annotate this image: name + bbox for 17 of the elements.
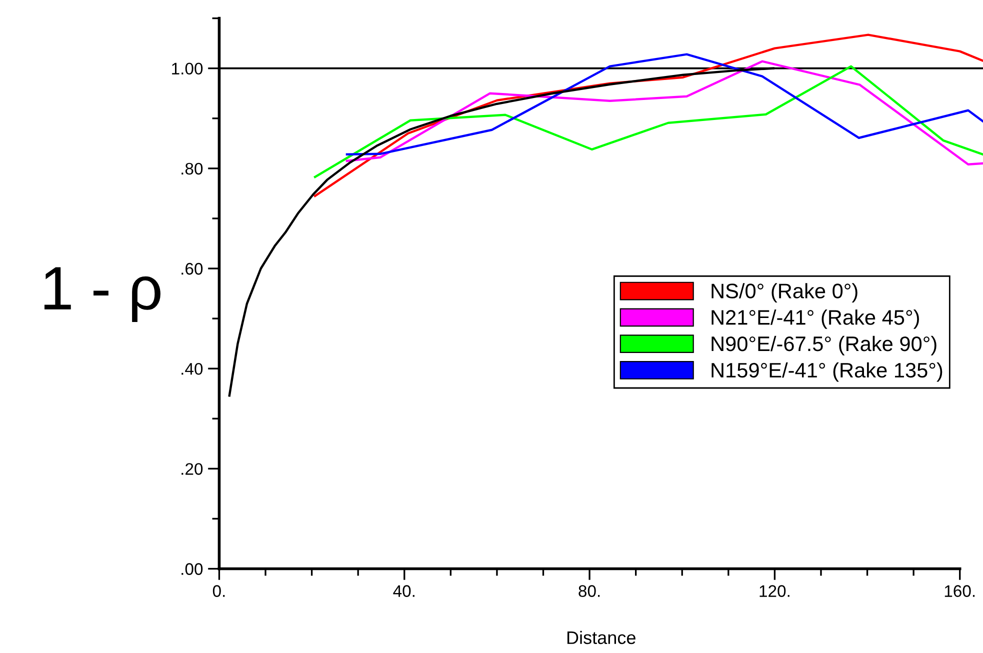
y-tick-label: .40	[182, 362, 203, 375]
y-tick-label: .60	[182, 262, 203, 275]
legend-label: N159°E/-41° (Rake 135°)	[712, 362, 942, 382]
y-tick-label: .80	[182, 162, 203, 175]
x-tick-label: 160.	[944, 585, 975, 597]
legend-label: NS/0° (Rake 0°)	[712, 283, 858, 303]
x-tick-label: 120.	[760, 585, 790, 597]
x-tick-label: 0.	[212, 585, 225, 597]
x-tick-label: 40.	[393, 585, 414, 597]
y-tick-label: .00	[182, 563, 203, 575]
y-axis-title: 1 - ρ	[44, 267, 160, 322]
y-tick-label: 1.00	[172, 62, 203, 75]
legend-label: N90°E/-67.5° (Rake 90°)	[712, 336, 936, 356]
x-axis-title: Distance	[567, 630, 636, 644]
y-tick-label: .20	[182, 463, 203, 475]
x-tick-label: 80.	[578, 585, 600, 597]
legend-label: N21°E/-41° (Rake 45°)	[712, 310, 919, 329]
